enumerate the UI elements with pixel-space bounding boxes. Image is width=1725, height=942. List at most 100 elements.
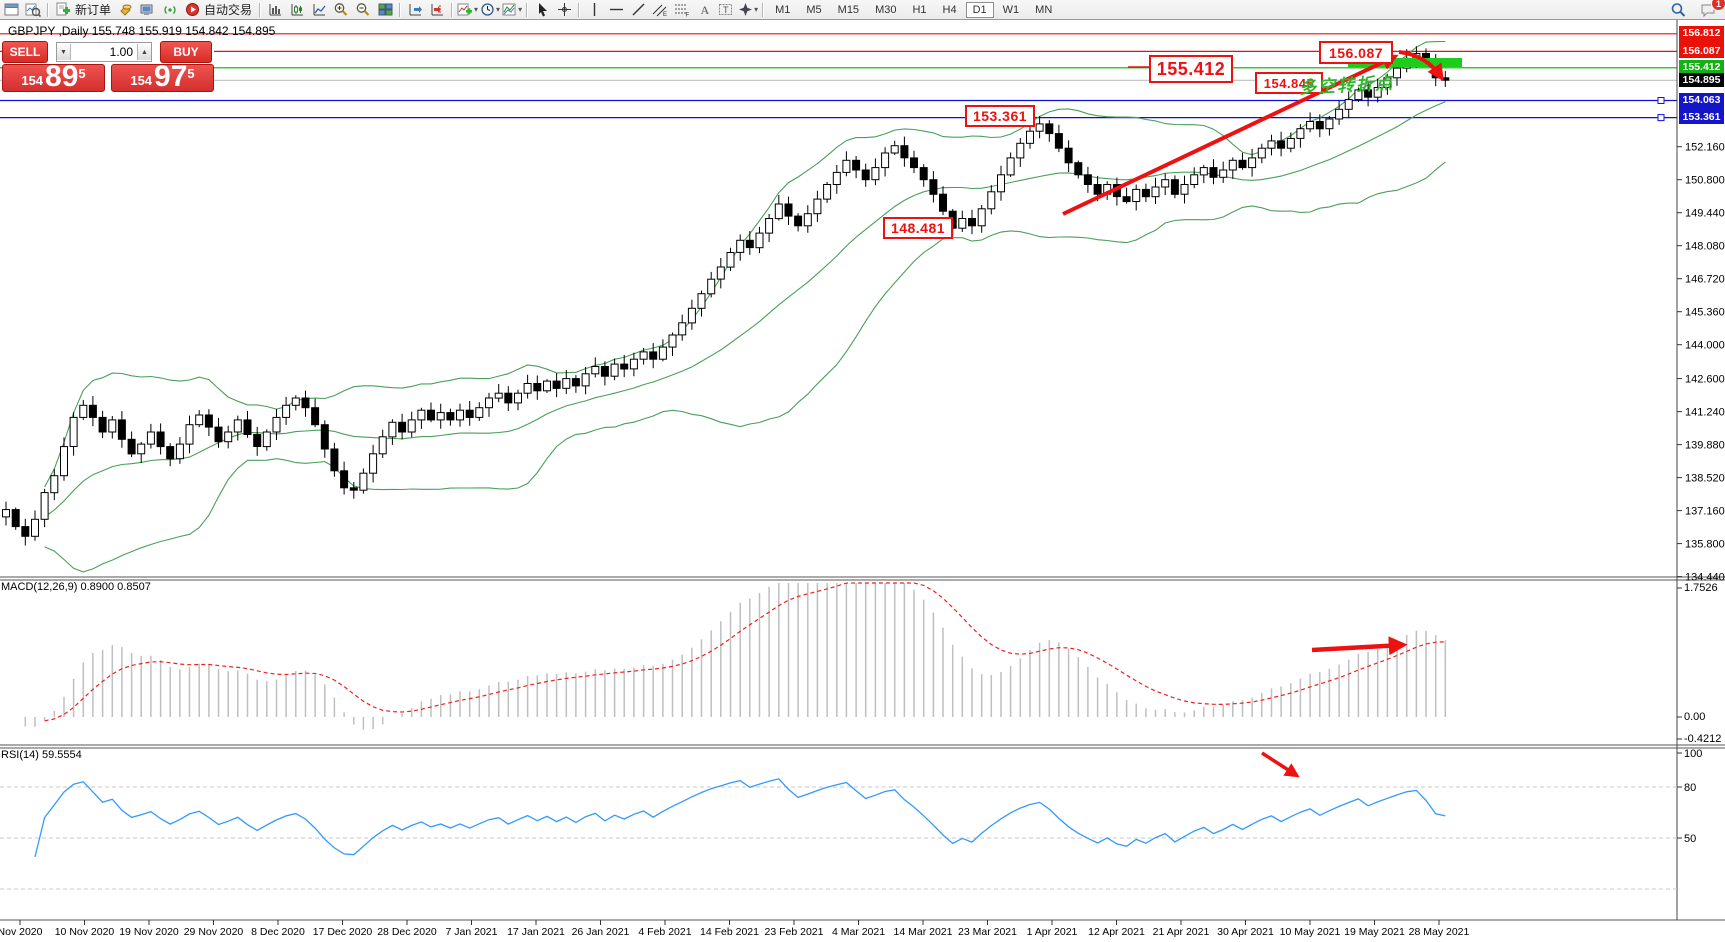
macd-axis: 1.7526 0.00 -0.4212	[1677, 582, 1721, 745]
signals-icon[interactable]	[159, 1, 181, 18]
profiles-icon[interactable]	[22, 1, 44, 18]
tf-m30[interactable]: M30	[875, 3, 897, 16]
text-icon[interactable]: A	[693, 1, 715, 18]
svg-text:100: 100	[1684, 748, 1702, 760]
autotrading-icon[interactable]	[181, 1, 203, 18]
svg-text:144.000: 144.000	[1685, 340, 1725, 352]
ask-price-box[interactable]: 154 97 5	[111, 62, 214, 92]
price-annotation-label[interactable]: 155.412	[1149, 55, 1233, 83]
price-chip: 156.812	[1679, 26, 1724, 40]
svg-text:29 Nov 2020: 29 Nov 2020	[184, 926, 244, 938]
svg-text:23 Feb 2021: 23 Feb 2021	[765, 926, 824, 938]
toolbar-separator	[47, 2, 49, 17]
styles-bucket-icon[interactable]	[115, 1, 137, 18]
price-level-lines[interactable]	[0, 33, 1677, 122]
vertical-line-icon[interactable]	[583, 1, 605, 18]
tf-m1[interactable]: M1	[775, 3, 791, 16]
tf-w1[interactable]: W1	[1002, 3, 1020, 16]
price-annotation-label[interactable]: 148.481	[883, 217, 953, 239]
tf-d1[interactable]: D1	[965, 1, 994, 18]
svg-text:4 Mar 2021: 4 Mar 2021	[832, 926, 885, 938]
svg-text:12 Apr 2021: 12 Apr 2021	[1088, 926, 1145, 938]
price-annotation-label[interactable]: 154.845	[1255, 72, 1323, 94]
macd-label: MACD(12,26,9) 0.8900 0.8507	[1, 581, 151, 593]
bollinger-bands	[44, 40, 1446, 573]
indicators-icon[interactable]: ▾	[456, 1, 479, 18]
tf-h4[interactable]: H4	[942, 3, 957, 16]
periods-icon[interactable]: ▾	[479, 1, 501, 18]
new-order-icon[interactable]	[52, 1, 74, 18]
toolbar-separator	[578, 2, 581, 17]
svg-text:146.720: 146.720	[1685, 274, 1725, 286]
templates-icon[interactable]: ▾	[501, 1, 523, 18]
fibonacci-icon[interactable]: F	[671, 1, 693, 18]
chat-badge: 1	[1711, 0, 1725, 11]
svg-text:4 Feb 2021: 4 Feb 2021	[638, 926, 691, 938]
chart-window-icon[interactable]	[0, 1, 22, 18]
tile-windows-icon[interactable]	[374, 1, 396, 18]
toolbar-separator	[451, 2, 454, 17]
date-axis[interactable]: Nov 2020 10 Nov 2020 19 Nov 2020 29 Nov 202…	[0, 920, 1470, 938]
arrows-icon[interactable]: ▾	[737, 1, 759, 18]
drawn-objects[interactable]	[1062, 50, 1462, 778]
volume-stepper: ▼ ▲	[56, 42, 152, 62]
zoom-out-icon[interactable]	[352, 1, 374, 18]
svg-text:137.160: 137.160	[1685, 506, 1725, 518]
autotrading-label[interactable]: 自动交易	[204, 3, 253, 17]
chart-shift-icon[interactable]	[426, 1, 448, 18]
svg-text:14 Feb 2021: 14 Feb 2021	[700, 926, 759, 938]
svg-text:Nov 2020: Nov 2020	[0, 926, 43, 938]
toolbar-separator	[399, 2, 402, 17]
auto-scroll-icon[interactable]	[404, 1, 426, 18]
hidden-chip	[1679, 106, 1724, 110]
price-annotation-label[interactable]: 156.087	[1319, 41, 1393, 64]
rsi-label: RSI(14) 59.5554	[1, 749, 82, 761]
metaeditor-icon[interactable]	[137, 1, 159, 18]
crosshair-icon[interactable]	[553, 1, 575, 18]
toolbar-separator	[259, 2, 262, 17]
svg-text:0.00: 0.00	[1684, 711, 1705, 723]
sell-button[interactable]: SELL	[2, 41, 48, 63]
chinese-note[interactable]: 多空转折点	[1298, 73, 1395, 98]
tf-m15[interactable]: M15	[837, 3, 860, 16]
price-annotation-label[interactable]: 153.361	[965, 105, 1035, 127]
new-order-label[interactable]: 新订单	[75, 3, 112, 17]
svg-text:10 Nov 2020: 10 Nov 2020	[55, 926, 115, 938]
tf-m5[interactable]: M5	[806, 3, 822, 16]
svg-text:1 Apr 2021: 1 Apr 2021	[1027, 926, 1078, 938]
cursor-icon[interactable]	[531, 1, 553, 18]
volume-decrease-button[interactable]: ▼	[57, 44, 71, 60]
volume-input[interactable]	[71, 43, 137, 61]
candlestick-chart-icon[interactable]	[286, 1, 308, 18]
svg-text:28 Dec 2020: 28 Dec 2020	[377, 926, 437, 938]
svg-text:10 May 2021: 10 May 2021	[1280, 926, 1341, 938]
ask-whole: 154	[130, 73, 153, 88]
bid-price-box[interactable]: 154 89 5	[2, 62, 105, 92]
svg-text:19 May 2021: 19 May 2021	[1344, 926, 1405, 938]
volume-increase-button[interactable]: ▲	[137, 44, 151, 60]
svg-text:138.520: 138.520	[1685, 473, 1725, 485]
chat-icon[interactable]: 1	[1697, 0, 1725, 18]
text-label-icon[interactable]: T	[715, 1, 737, 18]
svg-text:50: 50	[1684, 833, 1696, 845]
svg-text:152.160: 152.160	[1685, 142, 1725, 154]
svg-text:A: A	[700, 3, 709, 17]
equidistant-channel-icon[interactable]: E	[649, 1, 671, 18]
horizontal-line-icon[interactable]	[605, 1, 627, 18]
candlesticks[interactable]	[2, 46, 1450, 546]
tf-mn[interactable]: MN	[1035, 3, 1053, 16]
tf-h1[interactable]: H1	[912, 3, 927, 16]
price-axis[interactable]: 152.160 150.800 149.440 148.080 146.720 145.3…	[1677, 142, 1725, 584]
search-icon[interactable]	[1667, 1, 1689, 18]
trendline-icon[interactable]	[627, 1, 649, 18]
zoom-in-icon[interactable]	[330, 1, 352, 18]
ask-point: 5	[187, 66, 195, 81]
buy-button[interactable]: BUY	[160, 41, 212, 63]
bar-chart-icon[interactable]	[264, 1, 286, 18]
svg-text:149.440: 149.440	[1685, 208, 1725, 220]
rsi-axis: 100 80 50	[1677, 748, 1702, 845]
line-chart-icon[interactable]	[308, 1, 330, 18]
svg-text:135.800: 135.800	[1685, 539, 1725, 551]
